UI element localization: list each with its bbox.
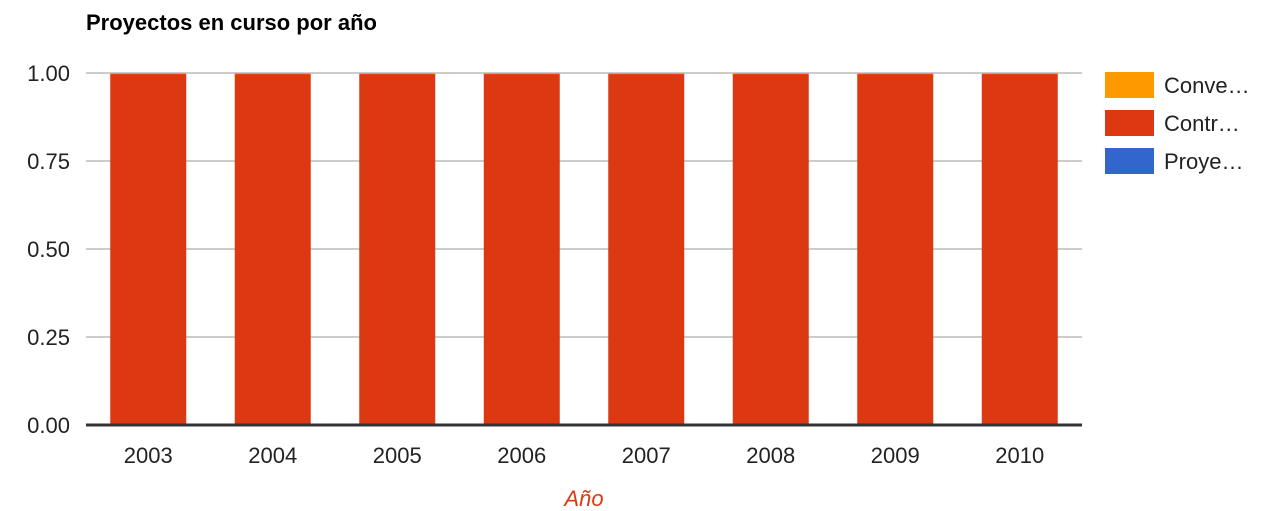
legend-label: Proye… [1164, 149, 1243, 174]
bar-segment [110, 73, 187, 75]
bar-segment [981, 74, 1058, 425]
bar-segment [110, 74, 187, 425]
bars [110, 73, 1058, 425]
chart-title: Proyectos en curso por año [86, 10, 377, 35]
legend-swatch [1105, 110, 1154, 136]
bar-segment [732, 74, 809, 425]
bar-segment [608, 73, 685, 75]
legend-label: Conve… [1164, 73, 1250, 98]
legend: Conve… Contr… Proye… [1105, 72, 1250, 174]
legend-swatch [1105, 72, 1154, 98]
legend-label: Contr… [1164, 111, 1240, 136]
x-tick-label: 2004 [248, 443, 297, 468]
y-tick-label: 0.00 [27, 413, 70, 438]
x-tick-label: 2003 [124, 443, 173, 468]
x-axis-title: Año [562, 486, 603, 511]
x-tick-label: 2006 [497, 443, 546, 468]
x-tick-label: 2010 [995, 443, 1044, 468]
x-tick-label: 2007 [622, 443, 671, 468]
bar-segment [234, 73, 311, 75]
x-tick-label: 2005 [373, 443, 422, 468]
bar-segment [608, 74, 685, 425]
bar-segment [981, 73, 1058, 75]
bar-segment [483, 73, 560, 75]
x-axis-tick-labels: 2003 2004 2005 2006 2007 2008 2009 2010 [124, 443, 1044, 468]
bar-segment [359, 74, 436, 425]
x-tick-label: 2008 [746, 443, 795, 468]
y-tick-label: 1.00 [27, 61, 70, 86]
x-tick-label: 2009 [871, 443, 920, 468]
y-tick-label: 0.25 [27, 325, 70, 350]
bar-segment [857, 73, 934, 75]
y-tick-label: 0.50 [27, 237, 70, 262]
legend-swatch [1105, 148, 1154, 174]
y-axis-tick-labels: 0.00 0.25 0.50 0.75 1.00 [27, 61, 70, 438]
bar-segment [857, 74, 934, 425]
bar-segment [359, 73, 436, 75]
bar-segment [483, 74, 560, 425]
bar-segment [234, 74, 311, 425]
bar-segment [732, 73, 809, 75]
y-tick-label: 0.75 [27, 149, 70, 174]
